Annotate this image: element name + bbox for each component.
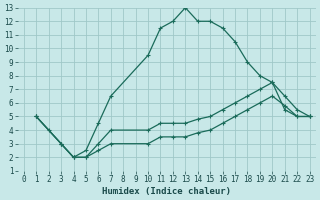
X-axis label: Humidex (Indice chaleur): Humidex (Indice chaleur) bbox=[102, 187, 231, 196]
